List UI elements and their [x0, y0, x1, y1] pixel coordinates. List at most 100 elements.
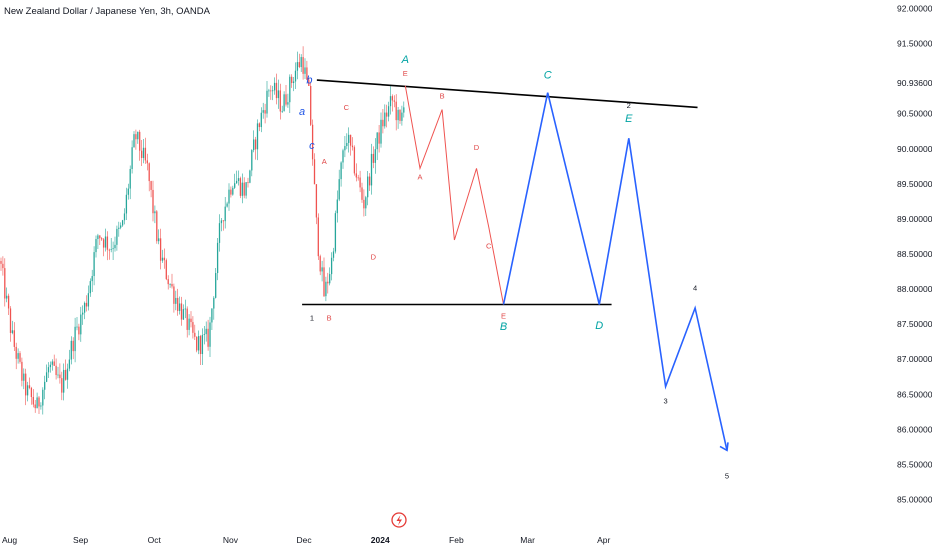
candle-body — [110, 249, 112, 250]
candle-body — [397, 109, 399, 121]
candle-body — [190, 318, 192, 323]
candle-body — [40, 405, 42, 407]
projection-layer — [404, 85, 729, 452]
candle-body — [23, 373, 25, 381]
wave-label: D — [474, 143, 480, 152]
candle-body — [277, 90, 280, 99]
candle-body — [150, 181, 152, 190]
candle-body — [101, 238, 103, 240]
candle-body — [361, 187, 363, 200]
candle-body — [154, 211, 156, 214]
y-tick-label: 90.93600 — [897, 78, 932, 88]
candle-body — [108, 249, 110, 251]
y-tick-label: 86.50000 — [897, 389, 932, 399]
candle-body — [207, 328, 209, 347]
wave-label: B — [500, 321, 507, 333]
candle-body — [256, 123, 259, 150]
candle-body — [186, 308, 188, 330]
tradingview-logo[interactable] — [391, 512, 407, 528]
candle-body — [247, 182, 249, 183]
candle-body — [165, 260, 167, 280]
candle-body — [310, 85, 312, 125]
upper-trendline — [316, 79, 698, 109]
wave-label: A — [417, 173, 422, 182]
candle-body — [201, 334, 204, 355]
candle-body — [285, 94, 287, 105]
y-tick-label: 85.50000 — [897, 459, 932, 469]
candle-body — [355, 173, 357, 178]
candle-body — [133, 134, 135, 148]
candle-body — [129, 168, 131, 189]
candle-body — [112, 248, 114, 250]
candle-body — [91, 276, 93, 282]
candle-body — [264, 110, 266, 114]
candle-body — [338, 179, 340, 200]
wave-label: A — [401, 54, 409, 66]
candle-body — [57, 374, 59, 376]
candle-body — [370, 153, 373, 186]
wave-label: C — [486, 241, 492, 250]
candle-body — [182, 309, 185, 320]
candle-body — [386, 112, 388, 117]
candle-body — [178, 303, 181, 311]
candle-body — [260, 112, 262, 128]
candle-body — [47, 367, 50, 373]
candle-body — [251, 150, 253, 171]
candle-body — [55, 365, 57, 376]
candle-body — [323, 267, 325, 297]
candle-body — [298, 62, 300, 68]
candle-body — [230, 189, 232, 195]
x-tick-label: Mar — [520, 535, 535, 545]
candle-body — [38, 397, 40, 407]
candle-body — [161, 257, 164, 261]
candle-body — [97, 235, 99, 240]
candle-body — [372, 153, 375, 163]
time-axis[interactable]: Aug Sep Oct Nov Dec 2024 Feb Mar Apr — [2, 535, 611, 545]
candle-body — [281, 110, 283, 112]
wave-label: 5 — [725, 471, 729, 480]
candle-body — [19, 353, 21, 362]
candle-body — [342, 150, 344, 163]
wave-label: E — [625, 113, 633, 125]
candle-body — [226, 203, 228, 207]
candle-body — [213, 297, 215, 309]
candle-body — [158, 238, 160, 242]
candle-body — [222, 220, 224, 222]
candle-body — [177, 297, 179, 311]
candle-body — [317, 217, 319, 257]
x-tick-label: Dec — [297, 535, 313, 545]
candle-body — [239, 178, 242, 196]
price-axis[interactable]: 92.00000 91.50000 90.93600 90.50000 90.00000… — [897, 4, 932, 505]
candle-body — [13, 330, 15, 347]
candle-body — [300, 57, 302, 68]
candle-body — [332, 251, 335, 258]
candle-body — [99, 235, 101, 239]
candle-body — [334, 213, 337, 252]
candle-body — [87, 293, 90, 307]
x-tick-label: Nov — [223, 535, 239, 545]
wave-label: C — [344, 103, 350, 112]
blue-projection-path — [502, 92, 728, 451]
candle-body — [237, 178, 240, 181]
x-tick-label: Feb — [449, 535, 464, 545]
candle-body — [359, 177, 361, 188]
candle-body — [292, 81, 295, 84]
candle-body — [348, 134, 350, 143]
candles-layer — [0, 46, 405, 415]
candle-body — [70, 340, 72, 360]
candle-body — [368, 176, 371, 186]
wave-label: 2 — [627, 101, 631, 110]
candle-body — [382, 119, 384, 127]
candle-body — [291, 76, 293, 84]
wave-label: 3 — [664, 396, 668, 405]
candle-body — [135, 134, 137, 140]
candle-body — [245, 182, 247, 196]
candle-body — [403, 107, 405, 113]
tv-logo-circle — [391, 512, 407, 528]
candle-body — [218, 223, 221, 243]
candle-body — [184, 308, 186, 310]
candle-body — [142, 147, 145, 158]
candle-body — [146, 160, 148, 164]
y-tick-label: 90.50000 — [897, 109, 932, 119]
